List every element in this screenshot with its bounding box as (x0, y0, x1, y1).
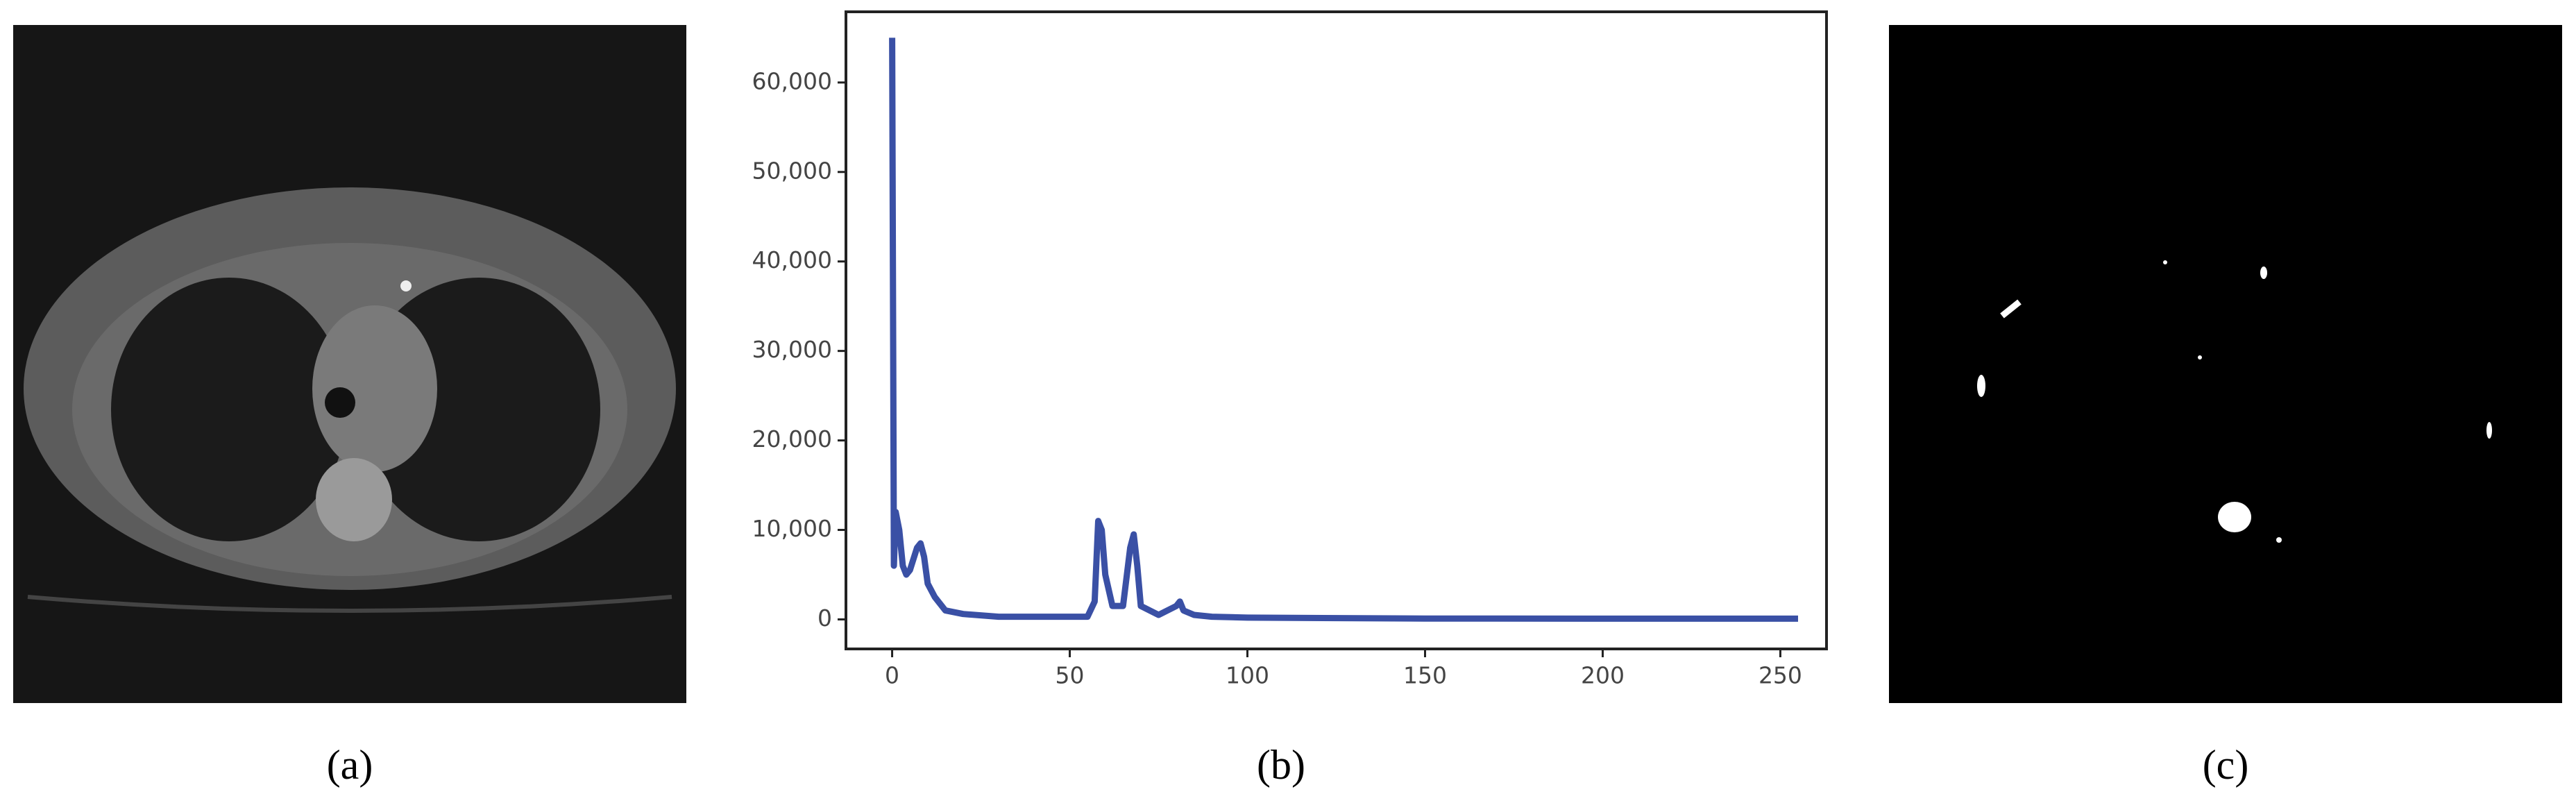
y-tick-label: 20,000 (752, 425, 832, 453)
y-tick-label: 40,000 (752, 246, 832, 273)
mask-image (1889, 25, 2562, 703)
y-tick-label: 50,000 (752, 157, 832, 184)
x-tick-label: 250 (1759, 662, 1802, 689)
ct-image (13, 25, 686, 703)
y-tick-label: 30,000 (752, 336, 832, 363)
x-tick-label: 200 (1581, 662, 1625, 689)
plot-frame (845, 10, 1828, 650)
caption: (a) (327, 742, 373, 788)
y-tick-label: 60,000 (752, 67, 832, 94)
caption: (b) (1257, 742, 1305, 788)
x-tick-label: 150 (1403, 662, 1447, 689)
x-tick-label: 100 (1226, 662, 1269, 689)
caption: (c) (2203, 742, 2249, 788)
x-tick-label: 50 (1056, 662, 1085, 689)
y-tick-label: 0 (817, 605, 832, 632)
x-tick-label: 0 (885, 662, 899, 689)
y-tick-label: 10,000 (752, 515, 832, 542)
data-line (889, 37, 1798, 622)
